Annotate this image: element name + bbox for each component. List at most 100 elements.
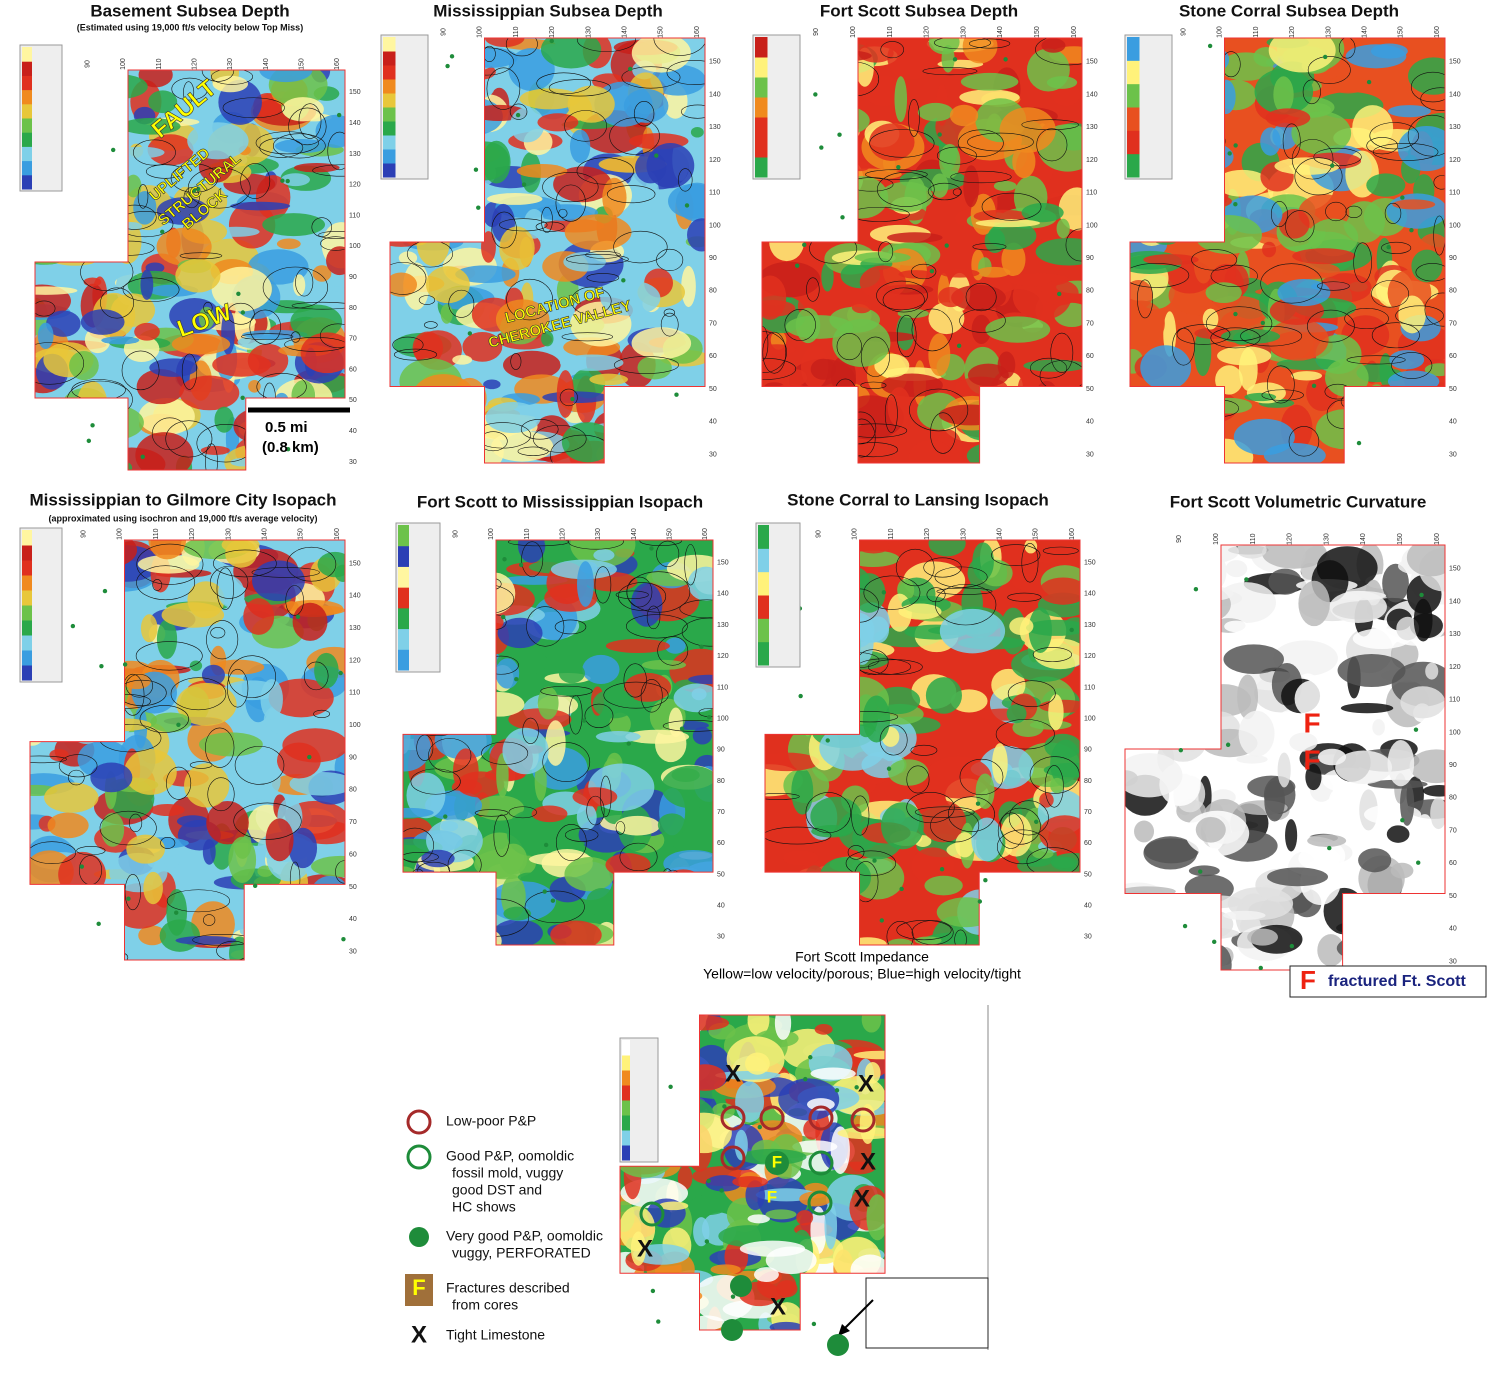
map-blob bbox=[1430, 797, 1445, 830]
contour bbox=[1344, 308, 1389, 330]
contour bbox=[390, 262, 427, 295]
map-blob bbox=[433, 78, 474, 87]
contour bbox=[132, 139, 176, 166]
map-blob bbox=[1044, 897, 1057, 912]
map-blob bbox=[1366, 384, 1388, 417]
map-blob bbox=[645, 176, 660, 210]
contour bbox=[77, 551, 112, 568]
x-tick-label: 90 bbox=[1176, 535, 1183, 543]
map-blob bbox=[1193, 244, 1213, 284]
map-blob bbox=[806, 883, 841, 910]
well bbox=[837, 132, 842, 137]
contour bbox=[564, 828, 599, 842]
y-tick-label: 120 bbox=[717, 653, 729, 660]
map-blob bbox=[1164, 952, 1211, 965]
map-blob bbox=[282, 728, 345, 763]
well bbox=[899, 886, 904, 892]
map-blob bbox=[1050, 856, 1078, 869]
x-tick-label: 110 bbox=[156, 58, 163, 69]
y-tick-label: 60 bbox=[717, 840, 725, 847]
map-blob bbox=[810, 1206, 827, 1255]
map-blob bbox=[687, 218, 705, 252]
colorbar-step bbox=[622, 1100, 630, 1116]
map-blob bbox=[1164, 711, 1210, 732]
map-blob bbox=[503, 350, 561, 380]
x-tick-label: 100 bbox=[852, 528, 859, 540]
well bbox=[96, 921, 101, 927]
map-blob bbox=[853, 1050, 885, 1060]
well bbox=[86, 438, 92, 444]
contour bbox=[930, 412, 956, 454]
map-blob bbox=[586, 888, 618, 917]
map-blob bbox=[1397, 934, 1433, 949]
contour bbox=[35, 342, 85, 385]
x-tick-label: 150 bbox=[1034, 26, 1041, 38]
map-blob bbox=[821, 261, 834, 292]
contour bbox=[633, 444, 647, 463]
contour bbox=[210, 70, 254, 85]
contour bbox=[30, 755, 67, 764]
map-blob bbox=[791, 767, 814, 815]
map-blob bbox=[1017, 375, 1031, 404]
map-blob bbox=[175, 935, 237, 946]
y-tick-label: 90 bbox=[349, 274, 357, 281]
contour bbox=[805, 792, 852, 834]
map-blob bbox=[1221, 328, 1281, 344]
contour bbox=[615, 590, 649, 600]
contour bbox=[122, 277, 180, 303]
contour bbox=[831, 146, 841, 174]
map-blob bbox=[623, 88, 669, 123]
map-blob bbox=[637, 416, 689, 433]
map-blob bbox=[1260, 127, 1281, 156]
well bbox=[1233, 202, 1238, 207]
contour bbox=[63, 418, 97, 447]
map-blob bbox=[176, 682, 237, 726]
contour bbox=[81, 660, 97, 677]
colorbar-step bbox=[622, 1085, 630, 1101]
y-tick-label: 80 bbox=[1449, 795, 1457, 802]
map-blob bbox=[1191, 895, 1244, 909]
well bbox=[819, 145, 824, 150]
map-blob bbox=[1233, 418, 1295, 456]
map-blob bbox=[813, 155, 864, 201]
contour bbox=[555, 824, 587, 861]
contour bbox=[390, 424, 430, 443]
colorbar-step bbox=[22, 605, 32, 621]
map-blob bbox=[72, 722, 101, 744]
map-blob bbox=[843, 396, 856, 431]
map-blob bbox=[614, 815, 661, 836]
map-blob bbox=[850, 617, 874, 665]
y-tick-label: 70 bbox=[1086, 320, 1094, 327]
contour bbox=[972, 243, 1007, 251]
map-blob bbox=[1043, 931, 1069, 945]
well bbox=[140, 454, 145, 459]
colorbar-step bbox=[755, 77, 768, 98]
map-blob bbox=[77, 679, 101, 693]
contour bbox=[35, 300, 56, 317]
map-blob bbox=[963, 165, 980, 208]
map-blob bbox=[452, 377, 487, 419]
well bbox=[704, 1239, 710, 1244]
well bbox=[952, 57, 958, 62]
contour bbox=[43, 920, 98, 935]
map-blob bbox=[1157, 666, 1179, 698]
map-blob bbox=[821, 50, 872, 62]
map-blob bbox=[1012, 718, 1044, 737]
map-blob bbox=[653, 926, 697, 945]
legend-label: Tight Limestone bbox=[446, 1327, 545, 1343]
well bbox=[236, 291, 241, 297]
map-blob bbox=[403, 922, 419, 940]
map-blob bbox=[976, 266, 1011, 278]
map-blob bbox=[1206, 397, 1253, 414]
map-blob bbox=[1130, 200, 1170, 215]
x-tick-label: 110 bbox=[153, 528, 160, 539]
contour bbox=[619, 842, 658, 872]
map-blob bbox=[616, 879, 683, 897]
y-tick-label: 40 bbox=[1084, 903, 1092, 910]
map-blob bbox=[545, 720, 566, 766]
map-blob bbox=[390, 212, 411, 230]
map-blob bbox=[1152, 231, 1179, 245]
map-blob bbox=[595, 731, 641, 743]
well bbox=[1233, 311, 1238, 317]
well bbox=[1356, 440, 1362, 446]
